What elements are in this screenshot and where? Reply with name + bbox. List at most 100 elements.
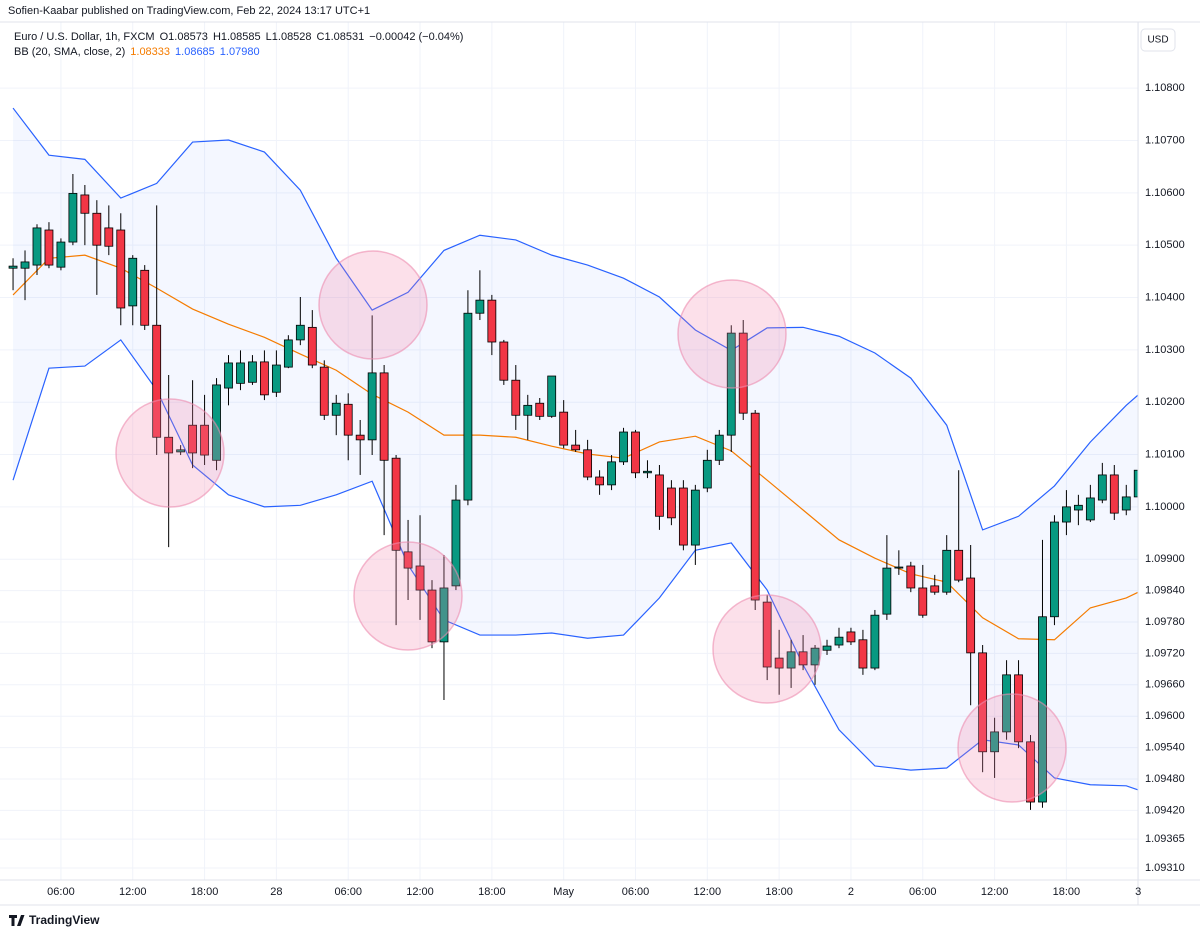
candle-body	[798, 651, 808, 666]
y-tick-label: 1.10100	[1145, 448, 1185, 460]
candle-body	[523, 404, 533, 416]
candle-body	[846, 631, 856, 643]
candle-body	[68, 192, 78, 243]
candle-body	[882, 567, 892, 615]
candle-body	[822, 645, 832, 651]
candle-body	[702, 459, 712, 489]
currency-button[interactable]	[1140, 28, 1176, 52]
x-tick-label: 06:00	[622, 886, 650, 898]
candle-body	[750, 412, 760, 601]
highlight-circle	[677, 279, 787, 389]
candle-body	[44, 229, 54, 266]
y-tick-label: 1.09420	[1145, 804, 1185, 816]
candle-body	[583, 449, 593, 478]
candles	[8, 174, 1138, 810]
candle-body	[810, 647, 820, 666]
indicator-basis: 1.08333	[130, 46, 171, 58]
change: −0.00042 (−0.04%)	[369, 31, 464, 43]
candle-body	[990, 731, 999, 753]
y-tick-label: 1.10400	[1145, 291, 1185, 303]
y-tick-label: 1.10700	[1145, 134, 1185, 146]
x-tick-label: 3	[1135, 886, 1141, 898]
candle-body	[918, 587, 928, 616]
ohlc-open: O1.08573	[159, 31, 208, 43]
axes: 1.10800 1.10700 1.10600 1.10500 1.10400 1.103…	[47, 82, 1185, 898]
candle-body	[403, 551, 413, 569]
candle-body	[152, 324, 162, 438]
candle-body	[774, 657, 784, 669]
x-tick-label: 12:00	[981, 886, 1009, 898]
y-tick-label: 1.09840	[1145, 584, 1185, 596]
candle-body	[391, 457, 401, 551]
x-tick-label: 18:00	[191, 886, 219, 898]
candle-body	[343, 403, 353, 436]
candle-body	[355, 434, 365, 441]
x-tick-label: 12:00	[119, 886, 147, 898]
candle-body	[367, 372, 377, 441]
x-tick-label: 28	[270, 886, 282, 898]
x-tick-label: 06:00	[909, 886, 937, 898]
candle-body	[92, 212, 102, 246]
candle-body	[236, 362, 245, 384]
y-tick-label: 1.09480	[1145, 773, 1185, 785]
attribution: Sofien-Kaabar published on TradingView.c…	[8, 5, 370, 17]
highlight-circle	[353, 541, 463, 651]
candle-body	[595, 476, 604, 486]
x-tick-label: 06:00	[47, 886, 75, 898]
candle-body	[1062, 506, 1071, 523]
y-tick-label: 1.09310	[1145, 862, 1185, 874]
x-tick-label: 2	[848, 886, 854, 898]
x-tick-label: 12:00	[406, 886, 434, 898]
candle-body	[475, 299, 485, 314]
candle-body	[164, 436, 174, 454]
x-tick-label: 06:00	[334, 886, 362, 898]
candle-body	[667, 487, 676, 519]
candle-body	[786, 651, 796, 669]
candle-body	[858, 639, 868, 669]
candle-body	[80, 194, 90, 214]
y-tick-label: 1.09660	[1145, 679, 1185, 691]
ohlc-high: H1.08585	[212, 31, 261, 43]
currency-label: USD	[1147, 35, 1168, 46]
candle-body	[726, 332, 736, 436]
indicator-legend: BB (20, SMA, close, 2) 1.08333 1.08685 1…	[14, 46, 260, 58]
candle-body	[32, 227, 42, 266]
highlight-circle	[115, 398, 225, 508]
candle-body	[20, 261, 30, 269]
candle-body	[690, 489, 700, 546]
highlight-circle	[957, 693, 1067, 803]
candle-body	[1073, 504, 1083, 511]
y-tick-label: 1.10200	[1145, 396, 1185, 408]
ohlc-low: L1.08528	[265, 31, 312, 43]
candle-body	[1014, 674, 1023, 743]
candle-body	[439, 587, 449, 643]
candle-body	[942, 549, 952, 593]
ohlc-close: C1.08531	[316, 31, 365, 43]
x-tick-label: 12:00	[694, 886, 722, 898]
candle-body	[559, 411, 569, 446]
candle-body	[1026, 741, 1035, 803]
candle-body	[427, 589, 437, 643]
candle-body	[487, 299, 497, 343]
indicator-name: BB (20, SMA, close, 2)	[14, 46, 126, 58]
y-tick-label: 1.09720	[1145, 647, 1185, 659]
candle-body	[738, 332, 748, 414]
footer-brand: TradingView	[29, 913, 100, 927]
candle-body	[834, 636, 844, 646]
candle-body	[1085, 497, 1095, 521]
y-tick-label: 1.10500	[1145, 239, 1185, 251]
y-tick-label: 1.10800	[1145, 82, 1185, 94]
candle-body	[966, 577, 976, 654]
candle-body	[535, 402, 545, 417]
highlights	[115, 250, 1067, 803]
y-tick-label: 1.09780	[1145, 616, 1185, 628]
candle-body	[714, 434, 724, 461]
candle-body	[499, 341, 509, 381]
candle-body	[451, 499, 461, 587]
highlight-circle	[318, 250, 428, 360]
indicator-lower: 1.07980	[219, 46, 260, 58]
candle-body	[224, 362, 233, 389]
candle-body	[260, 361, 269, 396]
